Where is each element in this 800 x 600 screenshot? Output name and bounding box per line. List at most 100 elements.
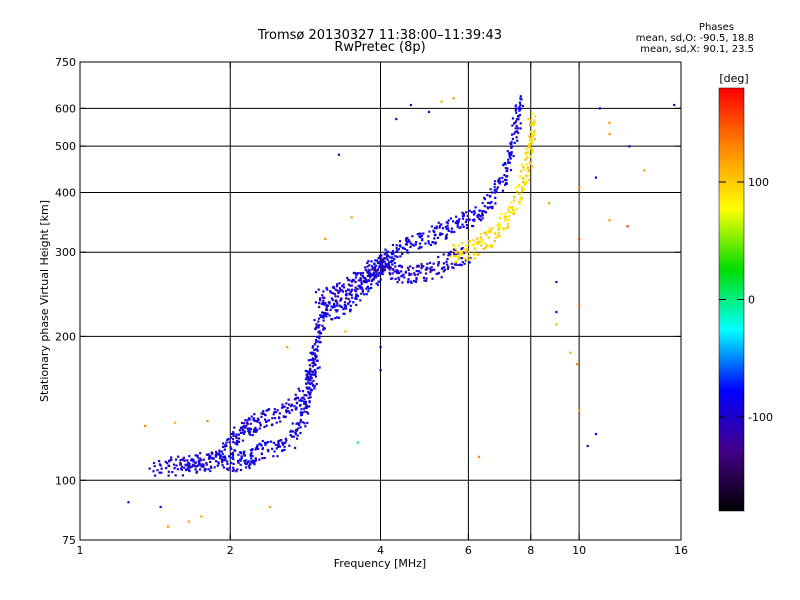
scatter-point (173, 421, 177, 424)
trace-point-O-lower (241, 431, 245, 434)
trace-point-O-step (314, 301, 318, 304)
trace-point-O (519, 95, 522, 98)
trace-point-O (446, 225, 449, 228)
trace-point-O-step (407, 278, 410, 281)
trace-point-O-lower (308, 392, 312, 395)
trace-point-O (477, 213, 480, 216)
trace-point-O (348, 300, 352, 303)
trace-point-O-lower (314, 372, 317, 376)
trace-point-O (303, 398, 306, 401)
trace-point-O (315, 348, 319, 351)
trace-point-X (488, 227, 491, 230)
trace-point-O-lower (254, 430, 258, 433)
trace-point-O-step (463, 251, 466, 255)
trace-point-O-step (407, 268, 410, 272)
trace-point-O (384, 248, 387, 251)
trace-point-O-step (343, 286, 346, 289)
trace-point-O-lower (264, 418, 267, 421)
trace-point-O (321, 311, 324, 314)
trace-point-O-lower (295, 407, 298, 410)
trace-point-O-step (383, 268, 387, 271)
trace-point-O (432, 241, 435, 244)
trace-point-O (288, 444, 291, 447)
trace-point-O (483, 205, 486, 208)
trace-point-O-lower (290, 404, 293, 408)
trace-point-O-lower (231, 438, 235, 441)
trace-point-O-lower (158, 471, 161, 474)
trace-point-O (504, 183, 507, 186)
trace-point-X (513, 209, 516, 213)
trace-point-O-lower (226, 438, 229, 442)
trace-point-O (447, 219, 450, 222)
trace-point-X (509, 211, 512, 214)
trace-point-O (462, 212, 465, 216)
trace-point-O (292, 435, 296, 438)
scatter-point (268, 505, 271, 509)
trace-point-O (350, 293, 353, 297)
trace-point-O (322, 312, 325, 315)
trace-point-X (517, 185, 520, 188)
trace-point-O-step (458, 263, 462, 266)
trace-point-O (458, 226, 461, 230)
trace-point-O (493, 180, 497, 183)
scatter-point (586, 444, 589, 448)
trace-point-O (235, 470, 238, 473)
trace-point-O (511, 137, 514, 141)
trace-point-O-step (347, 283, 351, 286)
trace-point-O-step (330, 297, 333, 300)
trace-point-X (518, 193, 521, 196)
trace-point-O-step (335, 285, 339, 288)
trace-point-O-lower (281, 403, 284, 406)
trace-point-O-lower (222, 455, 225, 459)
trace-point-O-step (332, 286, 336, 289)
trace-point-X (533, 115, 536, 118)
trace-point-O (278, 439, 281, 442)
trace-point-O-lower (205, 461, 208, 465)
trace-point-O-step (460, 247, 463, 251)
trace-point-O-lower (272, 413, 275, 416)
trace-point-O (490, 200, 493, 204)
trace-point-O (335, 310, 338, 313)
trace-point-O-lower (183, 466, 186, 469)
trace-point-X (520, 170, 523, 173)
trace-point-X (515, 207, 519, 210)
trace-point-O (482, 210, 485, 213)
trace-point-O-lower (278, 412, 281, 415)
trace-point-O-lower (314, 354, 317, 357)
trace-point-X (462, 257, 465, 260)
trace-point-X (500, 213, 503, 216)
trace-point-O (506, 169, 509, 172)
trace-point-O-lower (311, 370, 314, 373)
colorbar-tick-label: 100 (748, 176, 769, 189)
trace-point-O (291, 422, 294, 425)
trace-point-O-lower (281, 406, 284, 409)
trace-point-O-lower (229, 446, 232, 449)
trace-point-X (453, 244, 456, 247)
trace-point-O-lower (248, 432, 251, 435)
trace-point-O (391, 250, 395, 253)
trace-point-X (528, 145, 531, 148)
trace-point-O-lower (221, 445, 225, 449)
trace-point-X (473, 257, 476, 260)
trace-point-O (191, 458, 194, 461)
trace-point-O-step (454, 263, 458, 266)
trace-point-O-lower (176, 468, 179, 471)
trace-point-X (485, 243, 488, 246)
trace-point-O (350, 296, 354, 299)
trace-point-O (283, 445, 286, 448)
trace-point-O-lower (197, 464, 200, 467)
trace-point-O (454, 215, 458, 218)
trace-point-X (527, 169, 531, 172)
trace-point-O (334, 309, 337, 312)
trace-point-O (304, 400, 308, 404)
trace-point-O (435, 227, 438, 230)
trace-point-O-step (326, 288, 329, 291)
trace-point-O (358, 284, 362, 287)
trace-point-X (493, 240, 496, 243)
trace-point-O-step (407, 280, 410, 283)
trace-point-O-lower (305, 382, 308, 385)
trace-point-X (449, 255, 452, 258)
trace-point-O-lower (152, 470, 155, 473)
trace-point-O-lower (235, 433, 238, 436)
trace-point-O-lower (182, 456, 185, 459)
